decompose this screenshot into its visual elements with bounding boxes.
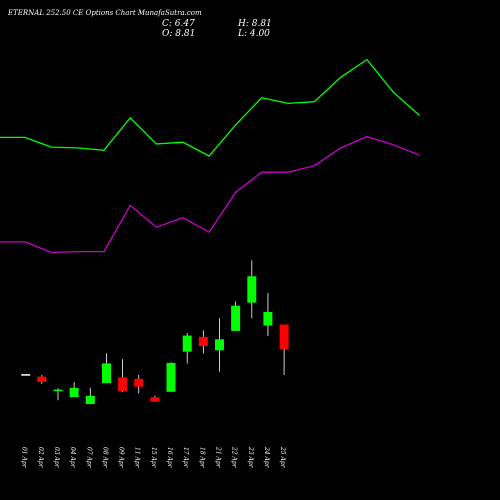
x-tick-label: 03 Apr <box>53 447 60 469</box>
candle-11 <box>198 330 208 354</box>
upper-line-series <box>0 58 420 157</box>
x-tick-label: 07 Apr <box>85 447 92 469</box>
candle-10 <box>182 333 192 364</box>
x-tick-label: 21 Apr <box>215 446 222 469</box>
x-tick-label: 23 Apr <box>247 446 254 469</box>
chart-title: ETERNAL 252.50 CE Options Chart MunafaSu… <box>8 9 202 17</box>
x-tick-label: 25 Apr <box>279 446 286 469</box>
close-value: C: 6.47 <box>162 19 195 29</box>
x-tick-labels: 01 Apr 02 Apr 03 Apr 04 Apr 07 Apr 08 Apr 09 A… <box>21 446 286 469</box>
candle-body <box>231 305 241 331</box>
candle-3 <box>69 382 79 398</box>
candle-body <box>247 276 257 303</box>
x-tick-label: 09 Apr <box>118 447 125 469</box>
candle-body <box>182 335 192 352</box>
candles-group <box>21 260 289 404</box>
candle-6 <box>118 359 128 392</box>
x-tick-label: 16 Apr <box>166 447 173 469</box>
candle-body <box>102 363 111 383</box>
candle-body <box>37 376 47 382</box>
candle-body <box>134 378 144 387</box>
x-tick-label: 04 Apr <box>69 447 76 469</box>
candle-0 <box>21 374 31 376</box>
candle-4 <box>85 387 95 404</box>
candle-body <box>118 377 128 392</box>
open-value: O: 8.81 <box>162 29 196 39</box>
candle-body <box>69 387 79 397</box>
candle-body <box>215 339 224 351</box>
candle-9 <box>166 362 176 392</box>
candle-8 <box>150 395 160 402</box>
candle-13 <box>231 301 241 331</box>
candle-body <box>150 397 160 402</box>
candle-body <box>53 389 63 392</box>
line-series-group <box>0 58 420 254</box>
candle-body <box>279 324 289 350</box>
candle-15 <box>263 293 273 336</box>
candle-2 <box>53 388 63 401</box>
candle-12 <box>215 318 224 372</box>
candle-7 <box>134 374 144 394</box>
x-tick-label: 08 Apr <box>102 447 109 469</box>
candle-1 <box>37 375 47 384</box>
candle-body <box>166 362 176 392</box>
candle-16 <box>279 324 289 375</box>
x-tick-label: 02 Apr <box>37 447 44 469</box>
x-tick-label: 01 Apr <box>21 447 28 469</box>
candle-body <box>85 395 95 404</box>
x-tick-label: 18 Apr <box>198 447 205 469</box>
x-tick-label: 15 Apr <box>150 447 157 469</box>
x-tick-label: 22 Apr <box>231 446 238 469</box>
lower-line-series <box>0 135 420 254</box>
low-value: L: 4.00 <box>238 29 270 39</box>
candle-body <box>263 312 273 326</box>
high-value: H: 8.81 <box>238 19 272 29</box>
candle-14 <box>247 260 257 319</box>
x-tick-label: 11 Apr <box>134 447 141 469</box>
candle-5 <box>102 353 111 384</box>
x-tick-label: 24 Apr <box>263 446 270 469</box>
x-tick-label: 17 Apr <box>182 447 189 469</box>
candle-body <box>21 374 31 376</box>
candle-body <box>198 336 208 347</box>
